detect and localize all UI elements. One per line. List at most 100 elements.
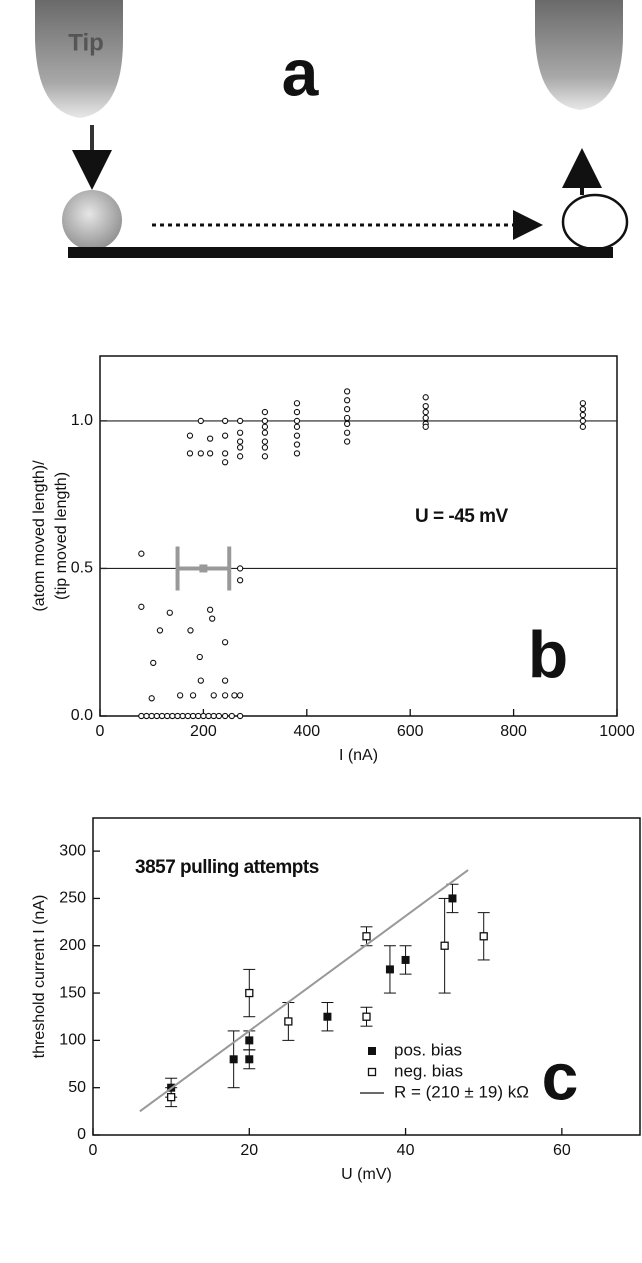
x-tick-label: 400 [293, 723, 320, 740]
point [150, 659, 157, 667]
x-tick-label: 600 [397, 723, 424, 740]
annotation: U = -45 mV [415, 506, 509, 527]
point [179, 712, 186, 720]
point [401, 955, 410, 964]
point [293, 400, 301, 407]
point [189, 692, 197, 699]
point [186, 450, 194, 457]
point [138, 712, 145, 720]
chart: 0 200 400 600 800 1000 0.0 0.5 1.0 I (nA) (atom mo… [31, 355, 635, 764]
point [343, 397, 351, 404]
point [221, 712, 229, 720]
point [236, 438, 244, 445]
point [164, 712, 171, 720]
point [293, 408, 301, 416]
point [156, 627, 164, 634]
point [293, 432, 301, 439]
point [148, 712, 155, 720]
point [143, 712, 150, 720]
point [343, 420, 351, 428]
point [195, 712, 202, 720]
tip-label: Tip [68, 29, 104, 56]
y-tick-label: 0.0 [71, 707, 93, 724]
point [261, 429, 269, 436]
point [209, 615, 216, 622]
point [293, 441, 301, 448]
tip-left [35, 0, 123, 118]
point [229, 1055, 238, 1064]
diagram-a: Tip a [35, 0, 629, 258]
tip-right [535, 0, 623, 110]
point [261, 408, 269, 416]
point [221, 692, 229, 699]
point [261, 423, 269, 430]
point [189, 712, 197, 720]
legend-label: neg. bias [394, 1061, 463, 1080]
x-tick-label: 800 [500, 723, 527, 740]
point [184, 712, 192, 720]
point [261, 417, 269, 425]
x-tick-label: 1000 [599, 723, 635, 740]
point [153, 712, 161, 720]
point [323, 1012, 332, 1021]
point [245, 1055, 254, 1064]
point [206, 435, 214, 442]
point [579, 423, 587, 430]
point [221, 639, 229, 646]
x-tick-label: 0 [96, 723, 105, 740]
point [284, 1017, 293, 1026]
point [579, 411, 587, 419]
point [236, 577, 244, 584]
point [197, 417, 204, 425]
point [236, 417, 244, 425]
point [138, 550, 145, 557]
point [422, 403, 429, 410]
y-tick-label: 200 [59, 937, 86, 954]
point [210, 712, 217, 720]
point [210, 692, 217, 699]
x-tick-label: 40 [397, 1142, 415, 1159]
point [215, 712, 223, 720]
point [196, 653, 203, 661]
point [479, 932, 488, 941]
point [187, 627, 194, 634]
annotation: 3857 pulling attempts [135, 857, 319, 878]
x-axis-label: I (nA) [339, 747, 378, 764]
y-tick-label: 50 [68, 1079, 86, 1096]
point [448, 894, 457, 903]
point [228, 712, 235, 720]
point [293, 450, 301, 457]
x-tick-label: 0 [89, 1142, 98, 1159]
point [579, 405, 587, 413]
point [221, 432, 229, 439]
point [206, 450, 214, 457]
point [261, 444, 269, 451]
legend-label: R = (210 ± 19) kΩ [394, 1082, 529, 1101]
y-tick-label: 100 [59, 1032, 86, 1049]
plot-frame [99, 355, 618, 717]
fit-line [139, 869, 469, 1113]
point [166, 609, 173, 616]
point [197, 677, 204, 684]
point [343, 388, 351, 395]
point [166, 1092, 176, 1102]
y-axis-label: threshold current I (nA) [31, 895, 48, 1059]
x-axis-label: U (mV) [341, 1166, 392, 1183]
point [362, 932, 371, 941]
point [231, 692, 238, 699]
point [579, 400, 587, 407]
point [236, 712, 244, 720]
x-tick-label: 200 [190, 723, 217, 740]
point [385, 965, 394, 974]
point [261, 438, 269, 445]
panel-label: a [282, 35, 320, 109]
point [138, 603, 145, 610]
point [186, 432, 194, 439]
point [174, 712, 181, 720]
panel-label: c [542, 1039, 579, 1113]
point [293, 423, 301, 430]
x-tick-label: 20 [240, 1142, 258, 1159]
plot-frame [92, 817, 641, 1136]
point [236, 429, 244, 436]
